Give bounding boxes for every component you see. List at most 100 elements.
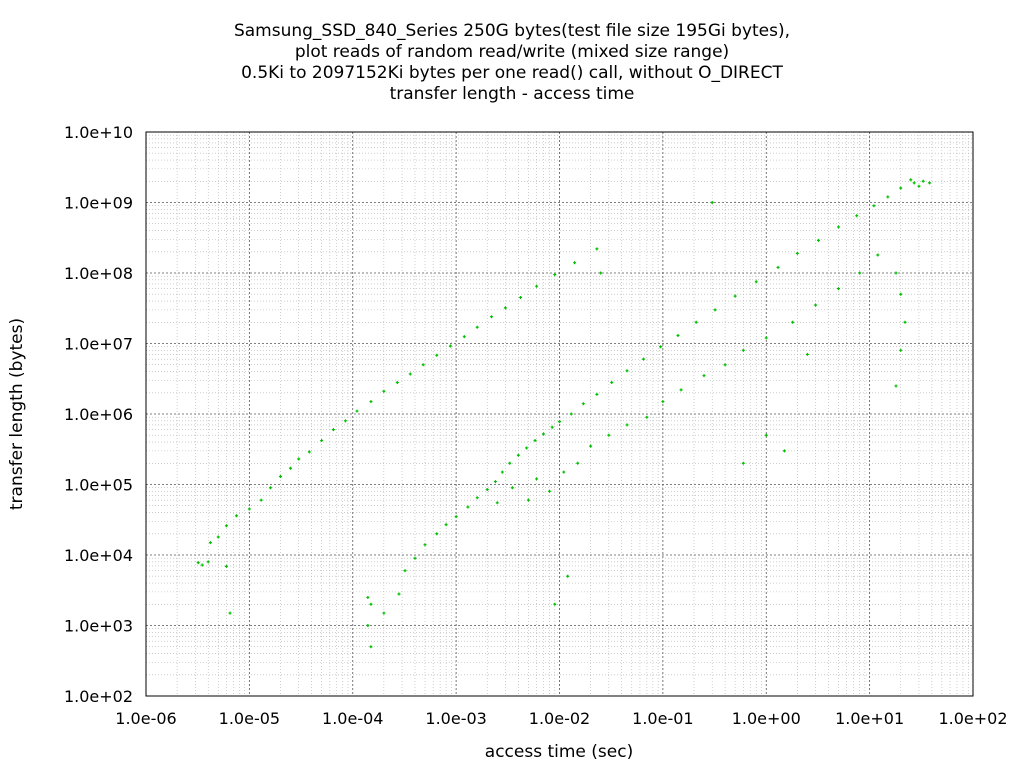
x-tick-label: 1.0e+02 [938,709,1007,728]
data-point [366,624,370,627]
data-point [444,523,448,527]
data-point [599,271,603,275]
data-point [782,449,786,453]
data-point [899,186,903,190]
data-point [573,261,577,265]
data-point [397,592,401,596]
data-point [200,563,204,567]
data-point [355,409,359,413]
y-tick-label: 1.0e+03 [64,617,133,636]
data-point [754,280,758,284]
data-point [659,345,663,349]
data-point [508,461,512,465]
y-tick-label: 1.0e+02 [64,687,133,706]
data-point [764,336,768,340]
data-point [382,611,386,615]
x-tick-label: 1.0e+01 [835,709,904,728]
x-tick-label: 1.0e+00 [732,709,801,728]
data-point [741,461,745,465]
data-point [589,444,593,448]
data-point [382,389,386,393]
data-point [466,505,470,509]
data-point [369,400,373,404]
data-point [886,195,890,199]
data-point [297,457,301,461]
data-point [462,335,466,339]
data-point [837,225,841,229]
data-point [234,514,238,518]
x-tick-label: 1.0e-02 [529,709,590,728]
data-point [500,470,504,474]
data-point [435,532,439,536]
data-point [928,181,932,185]
y-tick-label: 1.0e+06 [64,405,133,424]
data-point [475,496,479,500]
data-point [495,501,499,505]
data-point [403,569,407,573]
chart-title-line-4: transfer length - access time [389,84,635,104]
major-grid [145,131,974,697]
data-point [408,372,412,376]
data-point [909,178,913,182]
y-tick-label: 1.0e+10 [64,123,133,142]
data-point [814,303,818,307]
data-point [535,284,539,288]
data-point [525,446,529,450]
data-point [519,295,523,299]
data-point [610,380,614,384]
data-point [795,251,799,255]
data-point [899,292,903,296]
data-point [259,498,263,502]
data-point [858,271,862,275]
data-point [421,363,425,367]
data-point [899,348,903,352]
data-point [576,461,580,465]
data-point [607,433,611,437]
data-point [816,238,820,242]
data-point [595,247,599,251]
data-point [894,384,898,388]
data-point [776,265,780,269]
data-point [533,439,537,443]
data-point [366,595,370,599]
x-tick-label: 1.0e-06 [115,709,176,728]
data-point [526,498,530,502]
data-point [694,320,698,324]
data-point [837,287,841,291]
data-point [206,560,210,564]
data-point [493,480,497,484]
data-point [510,486,514,490]
data-point [331,428,335,432]
data-point [661,400,665,404]
data-point [562,470,566,474]
data-point [710,201,714,204]
y-axis-label: transfer length (bytes) [7,318,27,510]
data-points [196,178,932,649]
x-tick-label: 1.0e-03 [425,709,486,728]
y-tick-label: 1.0e+05 [64,476,133,495]
x-tick-labels: 1.0e-06 1.0e-05 1.0e-04 1.0e-03 1.0e-02 1.0e-… [115,709,1007,728]
chart-title-line-3: 0.5Ki to 2097152Ki bytes per one read() … [241,63,783,83]
data-point [625,423,629,427]
data-point [581,402,585,406]
plot-frame [145,131,974,697]
y-tick-labels: 1.0e+02 1.0e+03 1.0e+04 1.0e+05 1.0e+06 1.0e+… [64,123,133,706]
data-point [805,352,809,356]
data-point [702,374,706,378]
data-point [224,564,228,568]
data-point [569,412,573,416]
data-point [485,487,489,491]
data-point [764,433,768,437]
data-point [224,524,228,528]
data-point [413,556,417,560]
data-point [903,320,907,324]
data-point [278,474,282,478]
data-point [216,535,220,539]
y-tick-label: 1.0e+04 [64,546,133,565]
data-point [876,253,880,257]
data-point [423,543,427,547]
data-point [855,214,859,218]
data-point [553,273,557,277]
x-tick-label: 1.0e-01 [632,709,693,728]
